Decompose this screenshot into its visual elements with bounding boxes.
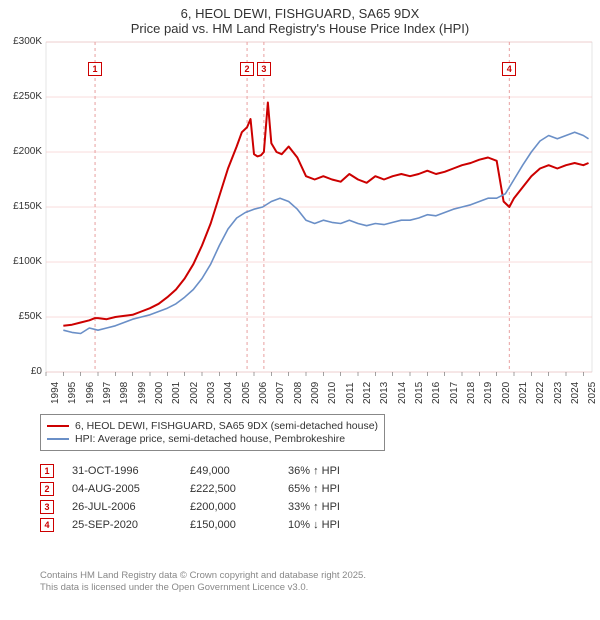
x-tick-label: 2016 (431, 382, 442, 404)
x-tick-label: 2002 (189, 382, 200, 404)
event-marker: 4 (40, 518, 54, 532)
event-date: 26-JUL-2006 (72, 501, 172, 513)
event-price: £222,500 (190, 483, 270, 495)
event-pct: 36% ↑ HPI (288, 465, 378, 477)
legend-swatch (47, 425, 69, 427)
x-tick-label: 2018 (466, 382, 477, 404)
event-row: 1 31-OCT-1996 £49,000 36% ↑ HPI (40, 464, 378, 478)
legend-label: HPI: Average price, semi-detached house,… (75, 433, 345, 445)
x-tick-label: 2024 (570, 382, 581, 404)
x-tick-label: 1996 (85, 382, 96, 404)
x-tick-label: 1995 (67, 382, 78, 404)
legend-row: 6, HEOL DEWI, FISHGUARD, SA65 9DX (semi-… (47, 420, 378, 432)
x-tick-label: 2010 (327, 382, 338, 404)
event-marker: 1 (88, 62, 102, 76)
y-tick-label: £300K (2, 36, 42, 47)
x-tick-label: 2009 (310, 382, 321, 404)
event-row: 4 25-SEP-2020 £150,000 10% ↓ HPI (40, 518, 378, 532)
x-tick-label: 2025 (587, 382, 598, 404)
event-date: 04-AUG-2005 (72, 483, 172, 495)
footer-line2: This data is licensed under the Open Gov… (40, 582, 366, 594)
x-tick-label: 2015 (414, 382, 425, 404)
x-tick-label: 2005 (241, 382, 252, 404)
event-pct: 10% ↓ HPI (288, 519, 378, 531)
event-pct: 65% ↑ HPI (288, 483, 378, 495)
y-tick-label: £0 (2, 366, 42, 377)
y-tick-label: £200K (2, 146, 42, 157)
y-tick-label: £50K (2, 311, 42, 322)
event-date: 31-OCT-1996 (72, 465, 172, 477)
event-marker: 2 (40, 482, 54, 496)
x-tick-label: 2003 (206, 382, 217, 404)
y-tick-label: £250K (2, 91, 42, 102)
x-tick-label: 2014 (397, 382, 408, 404)
x-tick-label: 2006 (258, 382, 269, 404)
legend-row: HPI: Average price, semi-detached house,… (47, 433, 378, 445)
x-tick-label: 2017 (449, 382, 460, 404)
event-date: 25-SEP-2020 (72, 519, 172, 531)
x-tick-label: 2000 (154, 382, 165, 404)
event-row: 3 26-JUL-2006 £200,000 33% ↑ HPI (40, 500, 378, 514)
x-tick-label: 2013 (379, 382, 390, 404)
x-tick-label: 2012 (362, 382, 373, 404)
chart-container: 6, HEOL DEWI, FISHGUARD, SA65 9DX Price … (0, 0, 600, 620)
event-pct: 33% ↑ HPI (288, 501, 378, 513)
x-tick-label: 1999 (137, 382, 148, 404)
legend-swatch (47, 438, 69, 440)
x-tick-label: 2019 (483, 382, 494, 404)
event-marker: 4 (502, 62, 516, 76)
x-tick-label: 2004 (223, 382, 234, 404)
legend-label: 6, HEOL DEWI, FISHGUARD, SA65 9DX (semi-… (75, 420, 378, 432)
event-marker: 1 (40, 464, 54, 478)
footer-line1: Contains HM Land Registry data © Crown c… (40, 570, 366, 582)
x-tick-label: 2022 (535, 382, 546, 404)
event-price: £200,000 (190, 501, 270, 513)
footer-attribution: Contains HM Land Registry data © Crown c… (40, 570, 366, 594)
x-tick-label: 2007 (275, 382, 286, 404)
x-tick-label: 2001 (171, 382, 182, 404)
event-marker: 3 (40, 500, 54, 514)
event-marker: 3 (257, 62, 271, 76)
event-row: 2 04-AUG-2005 £222,500 65% ↑ HPI (40, 482, 378, 496)
y-tick-label: £100K (2, 256, 42, 267)
x-tick-label: 2021 (518, 382, 529, 404)
events-table: 1 31-OCT-1996 £49,000 36% ↑ HPI 2 04-AUG-2005… (40, 460, 378, 536)
x-tick-label: 2020 (501, 382, 512, 404)
x-tick-label: 2008 (293, 382, 304, 404)
chart-legend: 6, HEOL DEWI, FISHGUARD, SA65 9DX (semi-… (40, 414, 385, 451)
x-tick-label: 2023 (553, 382, 564, 404)
y-tick-label: £150K (2, 201, 42, 212)
x-tick-label: 1994 (50, 382, 61, 404)
x-tick-label: 2011 (345, 382, 356, 404)
event-price: £150,000 (190, 519, 270, 531)
x-tick-label: 1997 (102, 382, 113, 404)
event-marker: 2 (240, 62, 254, 76)
event-price: £49,000 (190, 465, 270, 477)
x-tick-label: 1998 (119, 382, 130, 404)
